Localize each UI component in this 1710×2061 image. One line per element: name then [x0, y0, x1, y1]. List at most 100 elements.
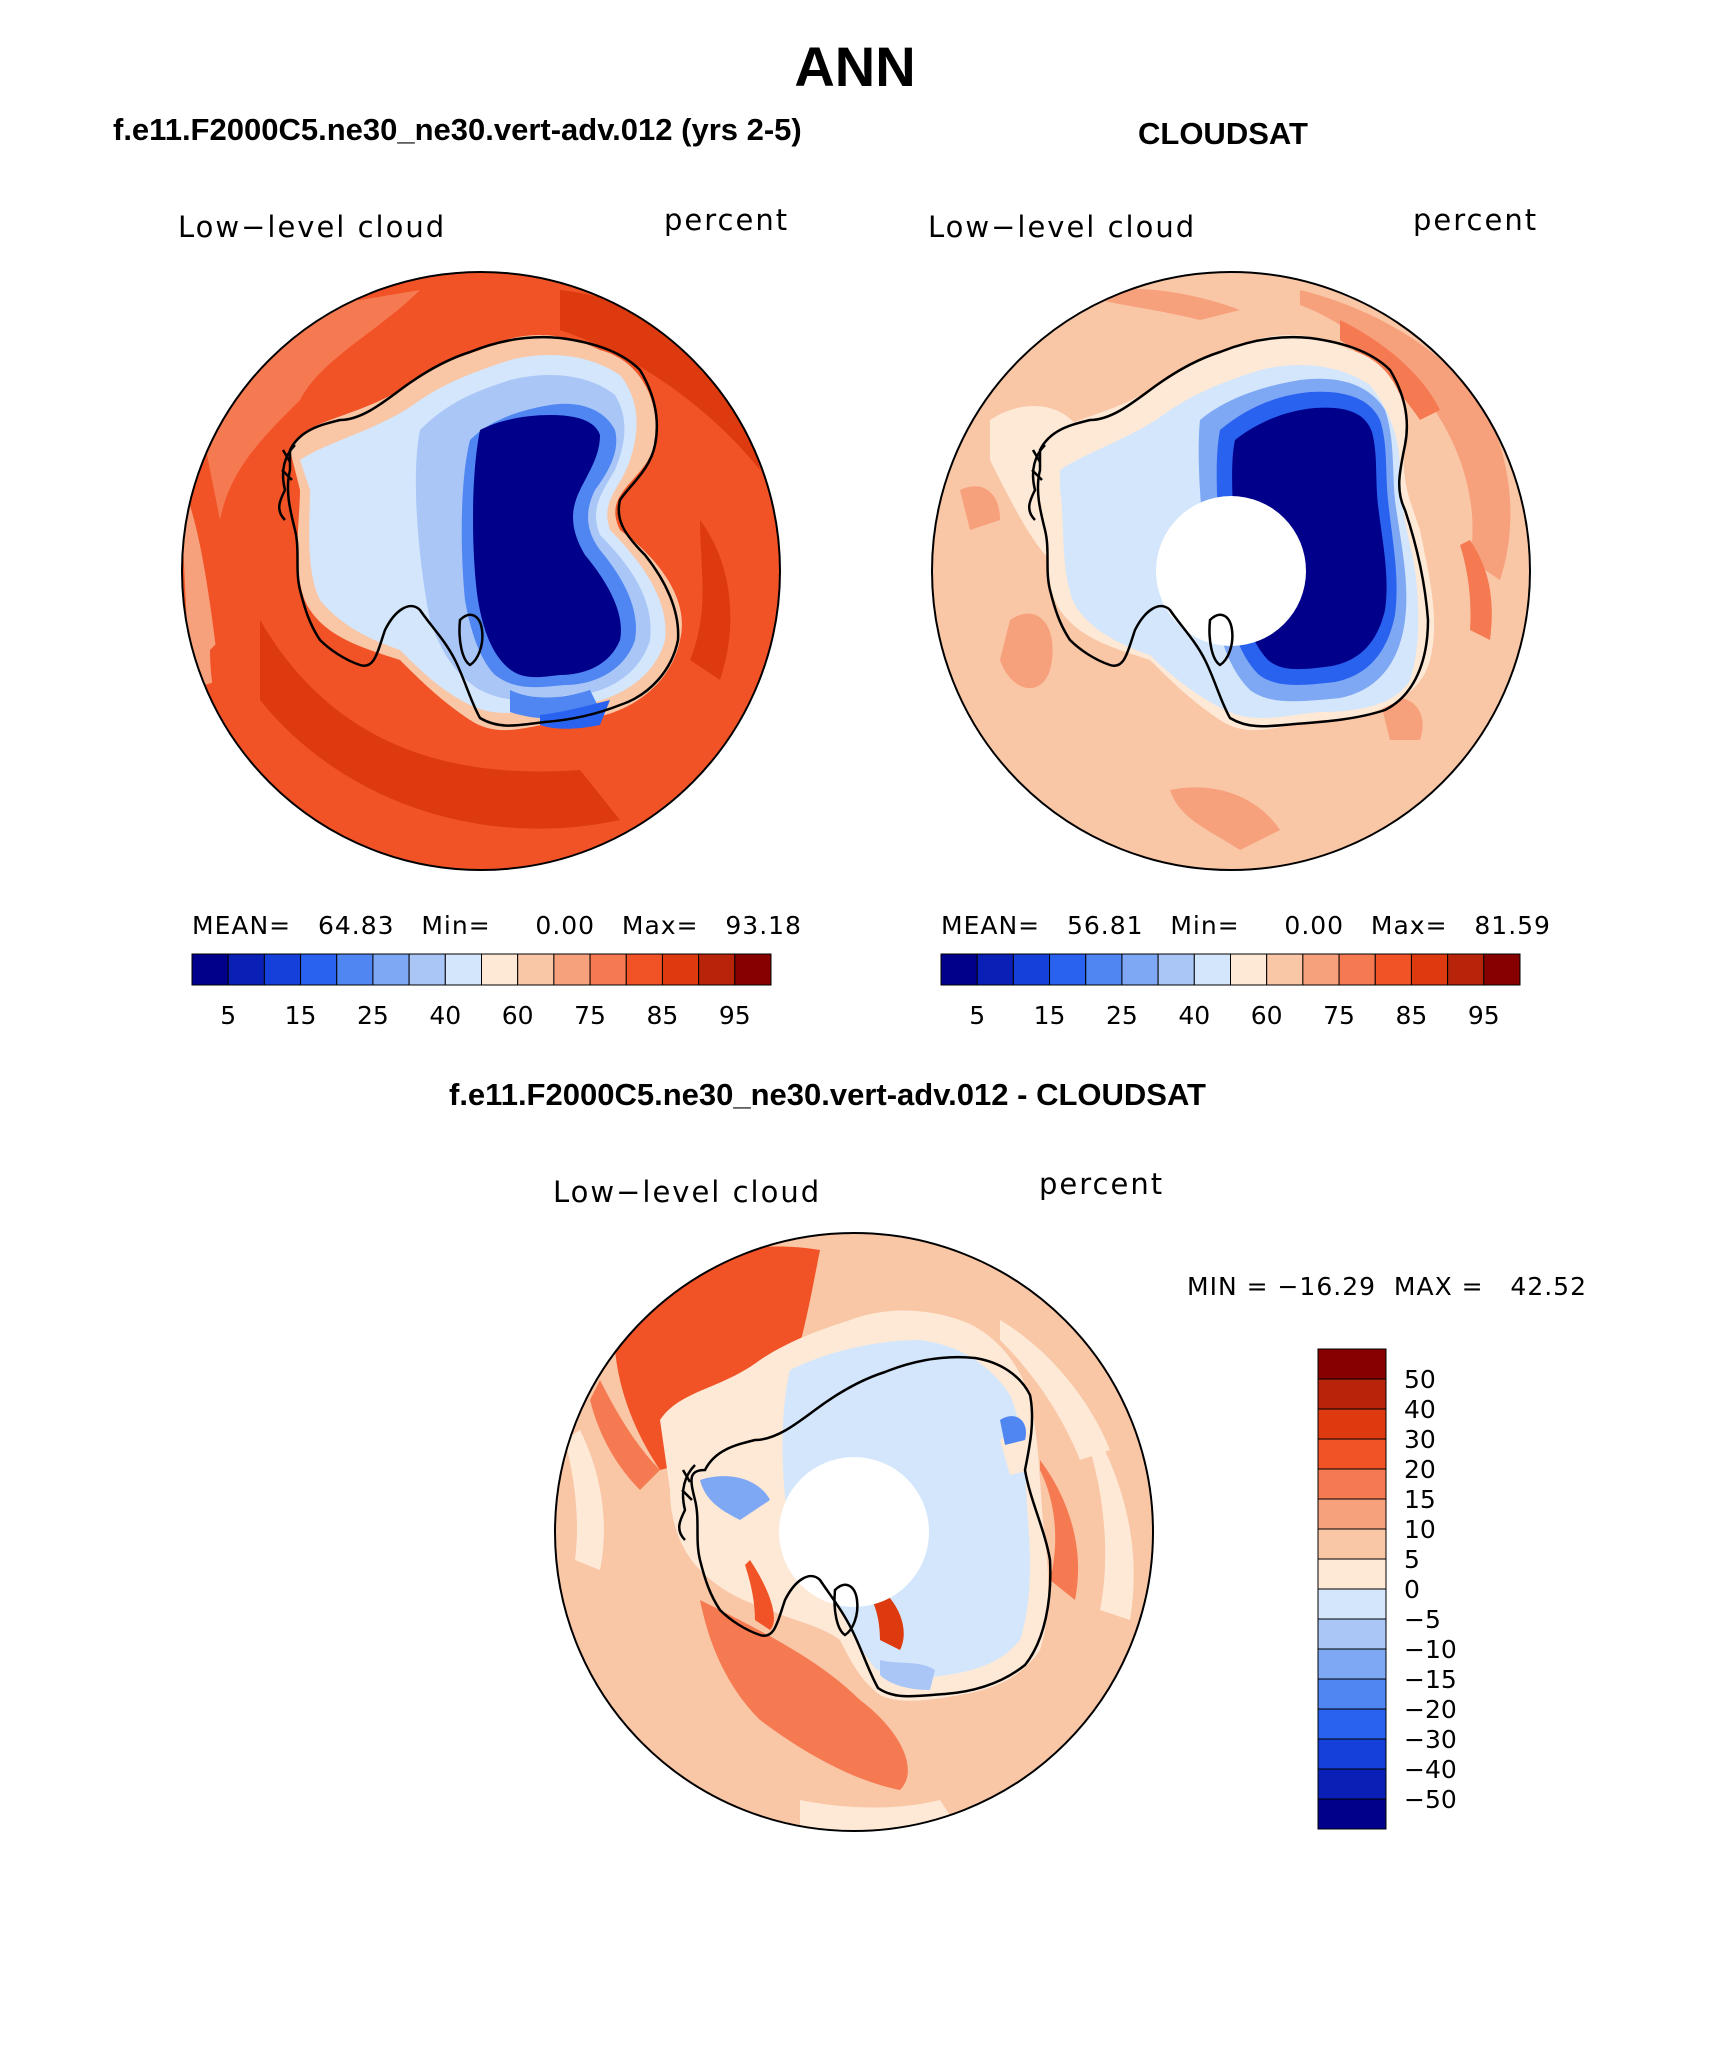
model-colorbar-box	[481, 953, 519, 986]
cloudsat-colorbar-tick-label: 15	[1034, 1001, 1066, 1030]
difference-colorbar-tick-label: 40	[1404, 1395, 1436, 1424]
difference-colorbar-box	[1317, 1408, 1387, 1440]
model-colorbar-box	[263, 953, 302, 986]
panel-2-title: CLOUDSAT	[1138, 116, 1308, 151]
cloudsat-colorbar-box	[1193, 953, 1231, 986]
difference-colorbar-tick-label: 30	[1404, 1425, 1436, 1454]
panel-1-stats: MEAN= 64.83 Min= 0.00 Max= 93.18	[192, 911, 802, 940]
difference-colorbar-tick-label: 50	[1404, 1365, 1436, 1394]
model-colorbar-tick-label: 25	[357, 1001, 389, 1030]
difference-colorbar-box	[1317, 1618, 1387, 1650]
model-colorbar-box	[227, 953, 265, 986]
difference-colorbar-tick-label: −40	[1404, 1755, 1457, 1784]
panel-3-stats: MIN = −16.29 MAX = 42.52	[1187, 1272, 1587, 1301]
cloudsat-colorbar-box	[1483, 953, 1521, 986]
panel-3-variable-label: Low−level cloud	[553, 1175, 822, 1209]
difference-colorbar-box	[1317, 1468, 1387, 1500]
model-map-border	[181, 271, 781, 871]
difference-colorbar-box	[1317, 1708, 1387, 1740]
difference-colorbar-box	[1317, 1738, 1387, 1770]
model-colorbar-tick-label: 40	[429, 1001, 461, 1030]
model-colorbar-box	[589, 953, 627, 986]
difference-colorbar-tick-label: −50	[1404, 1785, 1457, 1814]
cloudsat-polar-map	[932, 272, 1530, 870]
panel-2-stats: MEAN= 56.81 Min= 0.00 Max= 81.59	[941, 911, 1551, 940]
cloudsat-colorbar-box	[1410, 953, 1449, 986]
difference-polar-map	[555, 1233, 1153, 1831]
model-coastline	[278, 335, 680, 727]
difference-colorbar-tick-label: 20	[1404, 1455, 1436, 1484]
difference-colorbar-box	[1317, 1678, 1387, 1710]
difference-colorbar-tick-label: −10	[1404, 1635, 1457, 1664]
cloudsat-colorbar-box	[1121, 953, 1159, 986]
panel-2-units-label: percent	[1413, 203, 1539, 237]
panel-3-units-label: percent	[1039, 1167, 1165, 1201]
model-colorbar-tick-label: 60	[502, 1001, 534, 1030]
panel-3-title: f.e11.F2000C5.ne30_ne30.vert-adv.012 - C…	[449, 1077, 1206, 1112]
difference-colorbar-box	[1317, 1498, 1387, 1530]
difference-colorbar-tick-label: 15	[1404, 1485, 1436, 1514]
panel-1-variable-label: Low−level cloud	[178, 210, 447, 244]
difference-colorbar-box	[1317, 1378, 1387, 1410]
difference-colorbar-tick-label: −20	[1404, 1695, 1457, 1724]
cloudsat-colorbar-box	[1157, 953, 1195, 986]
model-colorbar-box	[336, 953, 374, 986]
cloudsat-colorbar-tick-label: 95	[1468, 1001, 1500, 1030]
difference-colorbar-box	[1317, 1438, 1387, 1470]
difference-colorbar-tick-label: 5	[1404, 1545, 1420, 1574]
cloudsat-colorbar-box	[1374, 953, 1412, 986]
cloudsat-colorbar-box	[1266, 953, 1304, 986]
cloudsat-coastline	[1028, 335, 1430, 728]
cloudsat-colorbar-box	[1085, 953, 1123, 986]
model-colorbar-tick-label: 5	[220, 1001, 236, 1030]
cloudsat-colorbar-box	[1230, 953, 1268, 986]
cloudsat-colorbar-box	[1302, 953, 1340, 986]
difference-colorbar-tick-label: −5	[1404, 1605, 1441, 1634]
difference-colorbar-box	[1317, 1798, 1387, 1830]
difference-map-border	[554, 1232, 1154, 1832]
difference-colorbar-box	[1317, 1348, 1387, 1380]
model-colorbar-box	[191, 953, 229, 986]
model-colorbar-box	[734, 953, 772, 986]
difference-colorbar-box	[1317, 1588, 1387, 1620]
model-colorbar-box	[661, 953, 700, 986]
difference-colorbar-tick-label: −30	[1404, 1725, 1457, 1754]
cloudsat-colorbar-tick-label: 85	[1396, 1001, 1428, 1030]
cloudsat-colorbar-tick-label: 60	[1251, 1001, 1283, 1030]
page-title: ANN	[794, 35, 916, 98]
model-colorbar-box	[372, 953, 410, 986]
model-colorbar-tick-label: 95	[719, 1001, 751, 1030]
difference-colorbar-box	[1317, 1768, 1387, 1800]
model-colorbar-box	[517, 953, 555, 986]
model-polar-map	[182, 272, 780, 870]
panel-1-units-label: percent	[664, 203, 790, 237]
cloudsat-colorbar-box	[976, 953, 1014, 986]
difference-colorbar-tick-label: −15	[1404, 1665, 1457, 1694]
model-colorbar: 5 15 25 40 60 75 85 95	[191, 953, 772, 1030]
model-colorbar-box	[408, 953, 446, 986]
model-colorbar-tick-label: 85	[647, 1001, 679, 1030]
cloudsat-colorbar-tick-label: 75	[1323, 1001, 1355, 1030]
cloudsat-colorbar-box	[1338, 953, 1376, 986]
difference-colorbar-box	[1317, 1648, 1387, 1680]
model-colorbar-tick-label: 75	[574, 1001, 606, 1030]
panel-1-title: f.e11.F2000C5.ne30_ne30.vert-adv.012 (yr…	[113, 112, 802, 147]
cloudsat-colorbar-box	[940, 953, 978, 986]
model-colorbar-box	[625, 953, 663, 986]
cloudsat-colorbar-box	[1447, 953, 1485, 986]
cloudsat-colorbar: 5 15 25 40 60 75 85 95	[940, 953, 1521, 1030]
cloudsat-colorbar-box	[1049, 953, 1087, 986]
difference-colorbar-tick-label: 0	[1404, 1575, 1420, 1604]
panel-2-variable-label: Low−level cloud	[928, 210, 1197, 244]
cloudsat-colorbar-box	[1012, 953, 1051, 986]
difference-colorbar-box	[1317, 1558, 1387, 1590]
difference-coastline	[678, 1355, 1052, 1698]
cloudsat-colorbar-tick-label: 40	[1178, 1001, 1210, 1030]
difference-colorbar-box	[1317, 1528, 1387, 1560]
difference-colorbar-tick-label: 10	[1404, 1515, 1436, 1544]
model-colorbar-box	[698, 953, 736, 986]
cloudsat-map-border	[931, 271, 1531, 871]
model-colorbar-box	[553, 953, 591, 986]
cloudsat-colorbar-tick-label: 5	[969, 1001, 985, 1030]
model-colorbar-tick-label: 15	[285, 1001, 317, 1030]
